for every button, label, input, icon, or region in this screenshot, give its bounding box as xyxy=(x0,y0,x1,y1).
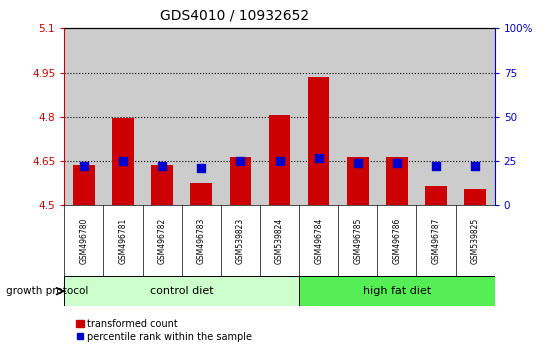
Text: GSM496787: GSM496787 xyxy=(432,217,440,264)
Point xyxy=(158,164,167,169)
Bar xyxy=(416,28,456,205)
Text: high fat diet: high fat diet xyxy=(363,286,431,296)
Bar xyxy=(73,166,94,205)
Bar xyxy=(182,28,221,205)
Bar xyxy=(425,186,447,205)
Text: GSM496785: GSM496785 xyxy=(353,217,362,264)
Point xyxy=(353,160,362,166)
Bar xyxy=(308,77,329,205)
Text: GSM496783: GSM496783 xyxy=(197,217,206,264)
Point xyxy=(197,165,206,171)
Bar xyxy=(112,118,134,205)
Bar xyxy=(269,115,290,205)
Point xyxy=(432,164,440,169)
Bar xyxy=(191,183,212,205)
Text: GSM539824: GSM539824 xyxy=(275,218,284,264)
Bar xyxy=(299,276,495,306)
Text: GSM496784: GSM496784 xyxy=(314,217,323,264)
Text: GSM496786: GSM496786 xyxy=(392,217,401,264)
Text: GDS4010 / 10932652: GDS4010 / 10932652 xyxy=(160,9,309,23)
Bar xyxy=(338,28,377,205)
Bar xyxy=(377,28,416,205)
Text: GSM496782: GSM496782 xyxy=(158,218,167,264)
Bar xyxy=(347,157,368,205)
Bar xyxy=(103,28,143,205)
Bar xyxy=(386,157,408,205)
Point xyxy=(314,155,323,160)
Point xyxy=(236,158,245,164)
Text: GSM539823: GSM539823 xyxy=(236,218,245,264)
Legend: transformed count, percentile rank within the sample: transformed count, percentile rank withi… xyxy=(72,315,257,346)
Bar xyxy=(64,276,299,306)
Text: GSM539825: GSM539825 xyxy=(471,218,480,264)
Point xyxy=(79,164,88,169)
Point xyxy=(392,160,401,166)
Bar xyxy=(143,28,182,205)
Text: GSM496781: GSM496781 xyxy=(119,218,127,264)
Text: control diet: control diet xyxy=(150,286,214,296)
Bar xyxy=(456,28,495,205)
Bar xyxy=(221,28,260,205)
Bar xyxy=(299,28,338,205)
Bar xyxy=(64,28,103,205)
Point xyxy=(275,158,284,164)
Text: GSM496780: GSM496780 xyxy=(79,217,88,264)
Text: growth protocol: growth protocol xyxy=(6,286,88,296)
Bar xyxy=(465,189,486,205)
Bar xyxy=(230,157,251,205)
Point xyxy=(119,158,127,164)
Bar xyxy=(151,166,173,205)
Bar xyxy=(260,28,299,205)
Point xyxy=(471,164,480,169)
